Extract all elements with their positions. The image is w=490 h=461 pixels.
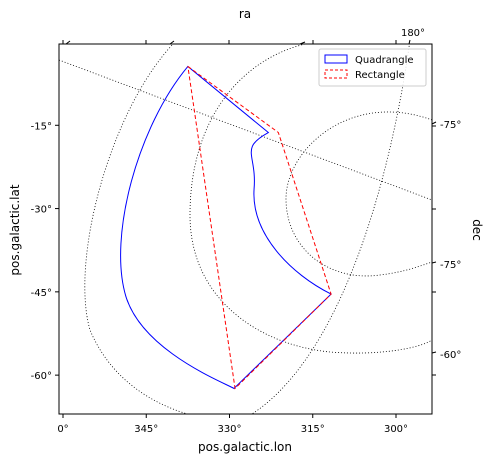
x-tick-label: 0° (57, 424, 68, 435)
dec-grid-line (285, 111, 432, 277)
legend-swatch-quadrangle (324, 54, 348, 64)
top-tick-label: 180° (401, 28, 425, 39)
top-ticks (62, 39, 411, 45)
ra-grid-line (189, 44, 432, 354)
right-tick (431, 261, 437, 264)
ra-grid-line (84, 44, 189, 414)
legend-frame (318, 48, 427, 87)
y-tick-label: -45° (31, 288, 52, 299)
legend-label-rectangle: Rectangle (355, 70, 405, 81)
x-tick-label: 345° (134, 424, 158, 435)
right-tick-label: -75° (440, 260, 461, 271)
x-tick-label: 315° (301, 424, 325, 435)
series-rectangle (187, 66, 332, 390)
x-axis-label: pos.galactic.lon (198, 440, 292, 454)
top-tick (169, 40, 175, 45)
right-tick-label: -60° (440, 350, 461, 361)
legend-label-quadrangle: Quadrangle (355, 55, 414, 66)
series-quadrangle (120, 65, 332, 390)
y-tick-label: -30° (31, 205, 52, 216)
dec-grid-line (59, 59, 432, 201)
x-tick-label: 300° (384, 424, 408, 435)
top-tick (408, 39, 411, 45)
y-tick-label: -15° (31, 121, 52, 132)
right-ticks (431, 121, 437, 376)
top-tick (65, 40, 71, 45)
radec-grid (59, 44, 432, 414)
x-tick-label: 330° (217, 424, 241, 435)
right-tick (431, 121, 437, 125)
y-tick-label: -60° (31, 371, 52, 382)
legend: Quadrangle Rectangle (318, 48, 427, 87)
right-tick (431, 351, 437, 354)
top-axis-label: ra (239, 7, 251, 21)
axes-frame (58, 43, 433, 415)
y-axis-label: pos.galactic.lat (8, 184, 22, 275)
right-axis-label: dec (470, 219, 484, 241)
legend-swatch-rectangle (324, 69, 348, 79)
ra-grid-line (251, 44, 410, 414)
right-tick-label: -75° (440, 120, 461, 131)
top-tick (299, 41, 306, 45)
